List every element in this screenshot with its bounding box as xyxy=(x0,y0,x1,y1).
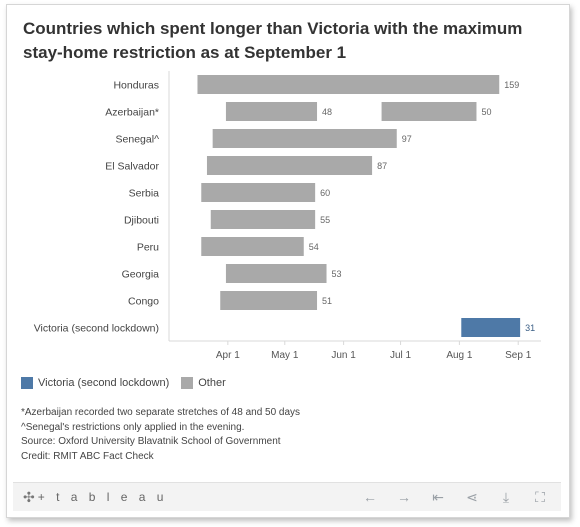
bar[interactable] xyxy=(206,156,373,175)
bar-data-label: 60 xyxy=(320,188,330,198)
tableau-toolbar: ✣ + t a b l e a u ← → ⇤ ⋖ ⤓ ⛶ xyxy=(13,482,561,511)
category-label: Senegal^ xyxy=(116,134,160,146)
x-tick-label: Sep 1 xyxy=(505,350,532,361)
bar-data-label: 50 xyxy=(481,107,491,117)
bar[interactable] xyxy=(381,102,477,121)
footnote-credit: Credit: RMIT ABC Fact Check xyxy=(21,450,154,462)
bar[interactable] xyxy=(201,183,316,202)
legend: Victoria (second lockdown) Other xyxy=(21,377,232,389)
viz-frame: Countries which spent longer than Victor… xyxy=(6,4,570,518)
bar-data-label: 87 xyxy=(377,161,387,171)
bar[interactable] xyxy=(201,237,304,256)
bar-data-label: 51 xyxy=(322,296,332,306)
bar[interactable] xyxy=(210,210,316,229)
bar[interactable] xyxy=(225,264,327,283)
tableau-logo-icon: ✣ xyxy=(23,488,35,505)
fullscreen-icon[interactable]: ⛶ xyxy=(535,488,545,505)
footnotes: *Azerbaijan recorded two separate stretc… xyxy=(21,406,300,464)
bar-data-label: 97 xyxy=(402,134,412,144)
bar-data-label: 55 xyxy=(320,215,330,225)
category-label: El Salvador xyxy=(105,161,159,173)
tableau-logo[interactable]: ✣ + t a b l e a u xyxy=(23,489,167,506)
bar-data-label: 54 xyxy=(309,242,319,252)
category-label: Georgia xyxy=(122,269,160,281)
legend-label-other: Other xyxy=(198,377,226,389)
chart-title: Countries which spent longer than Victor… xyxy=(23,19,523,62)
legend-item-victoria[interactable]: Victoria (second lockdown) xyxy=(21,377,169,389)
category-label: Peru xyxy=(137,242,159,254)
bar-data-label: 53 xyxy=(332,269,342,279)
x-tick-label: Apr 1 xyxy=(216,350,240,361)
bar[interactable] xyxy=(461,318,521,337)
x-tick-label: May 1 xyxy=(271,350,299,361)
legend-swatch-other xyxy=(181,377,194,389)
bar[interactable] xyxy=(212,129,397,148)
footnote-source: Source: Oxford University Blavatnik Scho… xyxy=(21,436,281,447)
download-icon[interactable]: ⤓ xyxy=(502,488,510,505)
bar-data-label: 31 xyxy=(525,323,535,333)
redo-icon[interactable]: → xyxy=(397,488,411,505)
bar-data-label: 48 xyxy=(322,107,332,117)
category-label: Victoria (second lockdown) xyxy=(34,323,159,335)
gantt-chart: Apr 1 May 1 Jun 1 Jul 1 Aug 1 Sep 1 Honduras Az… xyxy=(34,71,541,361)
tableau-logo-text: + t a b l e a u xyxy=(37,490,168,504)
category-label: Congo xyxy=(128,296,159,308)
bar-data-label: 159 xyxy=(504,80,519,90)
bar[interactable] xyxy=(220,291,318,310)
legend-item-other[interactable]: Other xyxy=(181,377,226,389)
footnote-senegal: ^Senegal's restrictions only applied in … xyxy=(21,421,245,433)
bar[interactable] xyxy=(225,102,318,121)
share-icon[interactable]: ⋖ xyxy=(466,488,478,505)
legend-label-victoria: Victoria (second lockdown) xyxy=(38,377,170,389)
x-tick-label: Jul 1 xyxy=(390,350,412,361)
x-tick-label: Aug 1 xyxy=(446,350,473,361)
category-label: Azerbaijan* xyxy=(105,107,159,119)
bar[interactable] xyxy=(197,75,500,94)
undo-icon[interactable]: ← xyxy=(363,488,377,505)
category-label: Serbia xyxy=(129,188,160,200)
x-tick-label: Jun 1 xyxy=(331,350,356,361)
legend-swatch-victoria xyxy=(21,377,33,389)
revert-icon[interactable]: ⇤ xyxy=(432,488,444,505)
category-label: Djibouti xyxy=(124,215,159,227)
footnote-azerbaijan: *Azerbaijan recorded two separate stretc… xyxy=(21,407,301,418)
category-label: Honduras xyxy=(113,80,159,92)
